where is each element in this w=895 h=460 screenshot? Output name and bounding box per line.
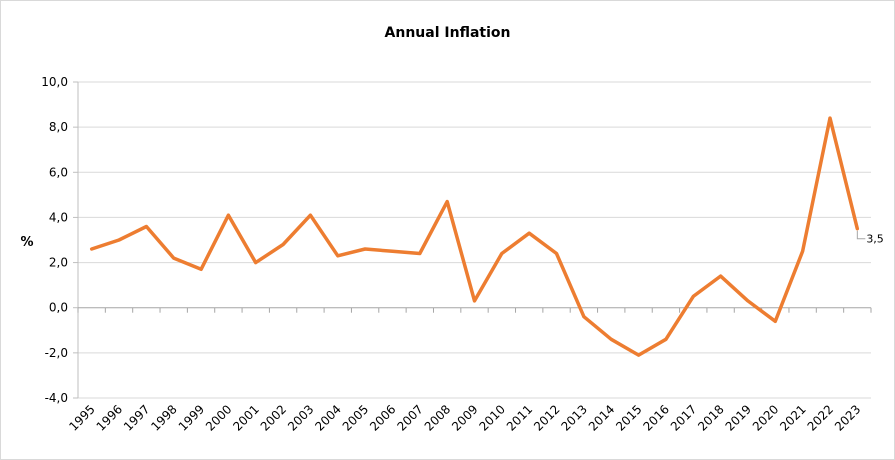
x-tick-label: 2015 (613, 402, 644, 433)
y-tick-label: 6,0 (49, 165, 68, 179)
x-tick-label: 2002 (258, 402, 289, 433)
x-tick-label: 1995 (66, 402, 97, 433)
y-tick-label: -2,0 (45, 346, 68, 360)
y-tick-label: 4,0 (49, 210, 68, 224)
x-tick-label: 2013 (559, 402, 590, 433)
x-tick-label: 2020 (750, 402, 781, 433)
y-tick-label: 10,0 (41, 75, 68, 89)
labels: % 3,5 (20, 230, 884, 250)
y-tick-label: 0,0 (49, 301, 68, 315)
x-tick-label: 2021 (777, 402, 808, 433)
y-tick-label: -4,0 (45, 391, 68, 405)
x-tick-label: 2017 (668, 402, 699, 433)
x-tick-label: 2008 (422, 402, 453, 433)
gridlines (78, 81, 871, 399)
x-tick-label: 2014 (586, 402, 617, 433)
x-tick-label: 2018 (695, 402, 726, 433)
x-tick-label: 1997 (121, 402, 152, 433)
x-tick-label: 1999 (176, 402, 207, 433)
series-line (89, 116, 860, 357)
x-tick-label: 2011 (504, 402, 535, 433)
x-tick-label: 2010 (476, 402, 507, 433)
data-label-leader (856, 230, 866, 240)
x-tick-label: 2016 (641, 402, 672, 433)
data-label: 3,5 (866, 233, 884, 246)
x-tick-label: 2023 (832, 402, 863, 433)
x-tick-label: 2003 (285, 402, 316, 433)
x-tick-label: 2000 (203, 402, 234, 433)
y-tick-label: 2,0 (49, 256, 68, 270)
x-tick-label: 2007 (394, 402, 425, 433)
y-axis-label: % (20, 235, 33, 250)
x-tick-label: 2012 (531, 402, 562, 433)
x-tick-label: 2001 (230, 402, 261, 433)
x-tick-label: 2005 (340, 402, 371, 433)
axes: -4,0-2,00,02,04,06,08,010,01995199619971… (41, 75, 872, 434)
x-tick-label: 2019 (723, 402, 754, 433)
x-tick-label: 1998 (148, 402, 179, 433)
x-tick-label: 2009 (449, 402, 480, 433)
chart-title: Annual Inflation (384, 25, 511, 41)
x-tick-label: 2004 (312, 402, 343, 433)
x-tick-label: 2022 (805, 402, 836, 433)
x-tick-label: 2006 (367, 402, 398, 433)
series (89, 116, 860, 357)
y-tick-label: 8,0 (49, 120, 68, 134)
x-tick-label: 1996 (94, 402, 125, 433)
